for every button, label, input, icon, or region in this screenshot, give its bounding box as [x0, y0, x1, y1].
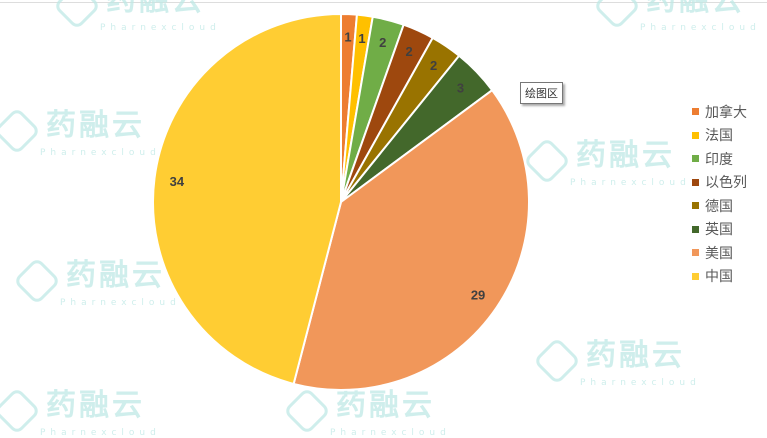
top-border: [0, 2, 767, 3]
data-label: 2: [406, 44, 413, 59]
legend-label: 中国: [705, 269, 733, 286]
plot-area-tooltip: 绘图区: [520, 82, 563, 104]
data-label: 29: [471, 288, 485, 303]
legend-label: 英国: [705, 222, 733, 239]
data-label: 2: [379, 35, 386, 50]
legend-label: 加拿大: [705, 104, 747, 121]
legend-swatch: [692, 131, 699, 139]
data-label: 34: [170, 174, 185, 189]
legend-item[interactable]: 印度: [692, 147, 747, 171]
legend-swatch: [692, 178, 699, 186]
legend-swatch: [692, 225, 699, 233]
legend-swatch: [692, 155, 699, 163]
legend-item[interactable]: 以色列: [692, 171, 747, 195]
legend-label: 法国: [705, 128, 733, 145]
legend-swatch: [692, 272, 699, 280]
legend-item[interactable]: 中国: [692, 265, 747, 289]
legend-swatch: [692, 249, 699, 257]
legend-item[interactable]: 加拿大: [692, 100, 747, 124]
pie-slice-美国[interactable]: [292, 88, 530, 391]
legend-swatch: [692, 108, 699, 116]
data-label: 1: [344, 30, 351, 45]
legend-label: 德国: [705, 198, 733, 215]
legend-item[interactable]: 德国: [692, 194, 747, 218]
legend-swatch: [692, 202, 699, 210]
legend-label: 美国: [705, 245, 733, 262]
legend-label: 以色列: [705, 175, 747, 192]
legend[interactable]: 加拿大法国印度以色列德国英国美国中国: [692, 100, 747, 288]
data-label: 2: [430, 58, 437, 73]
legend-item[interactable]: 法国: [692, 124, 747, 148]
legend-item[interactable]: 美国: [692, 241, 747, 265]
data-label: 1: [358, 31, 365, 46]
legend-item[interactable]: 英国: [692, 218, 747, 242]
pie-slice-中国[interactable]: [152, 12, 342, 386]
data-label: 3: [457, 81, 464, 96]
legend-label: 印度: [705, 151, 733, 168]
